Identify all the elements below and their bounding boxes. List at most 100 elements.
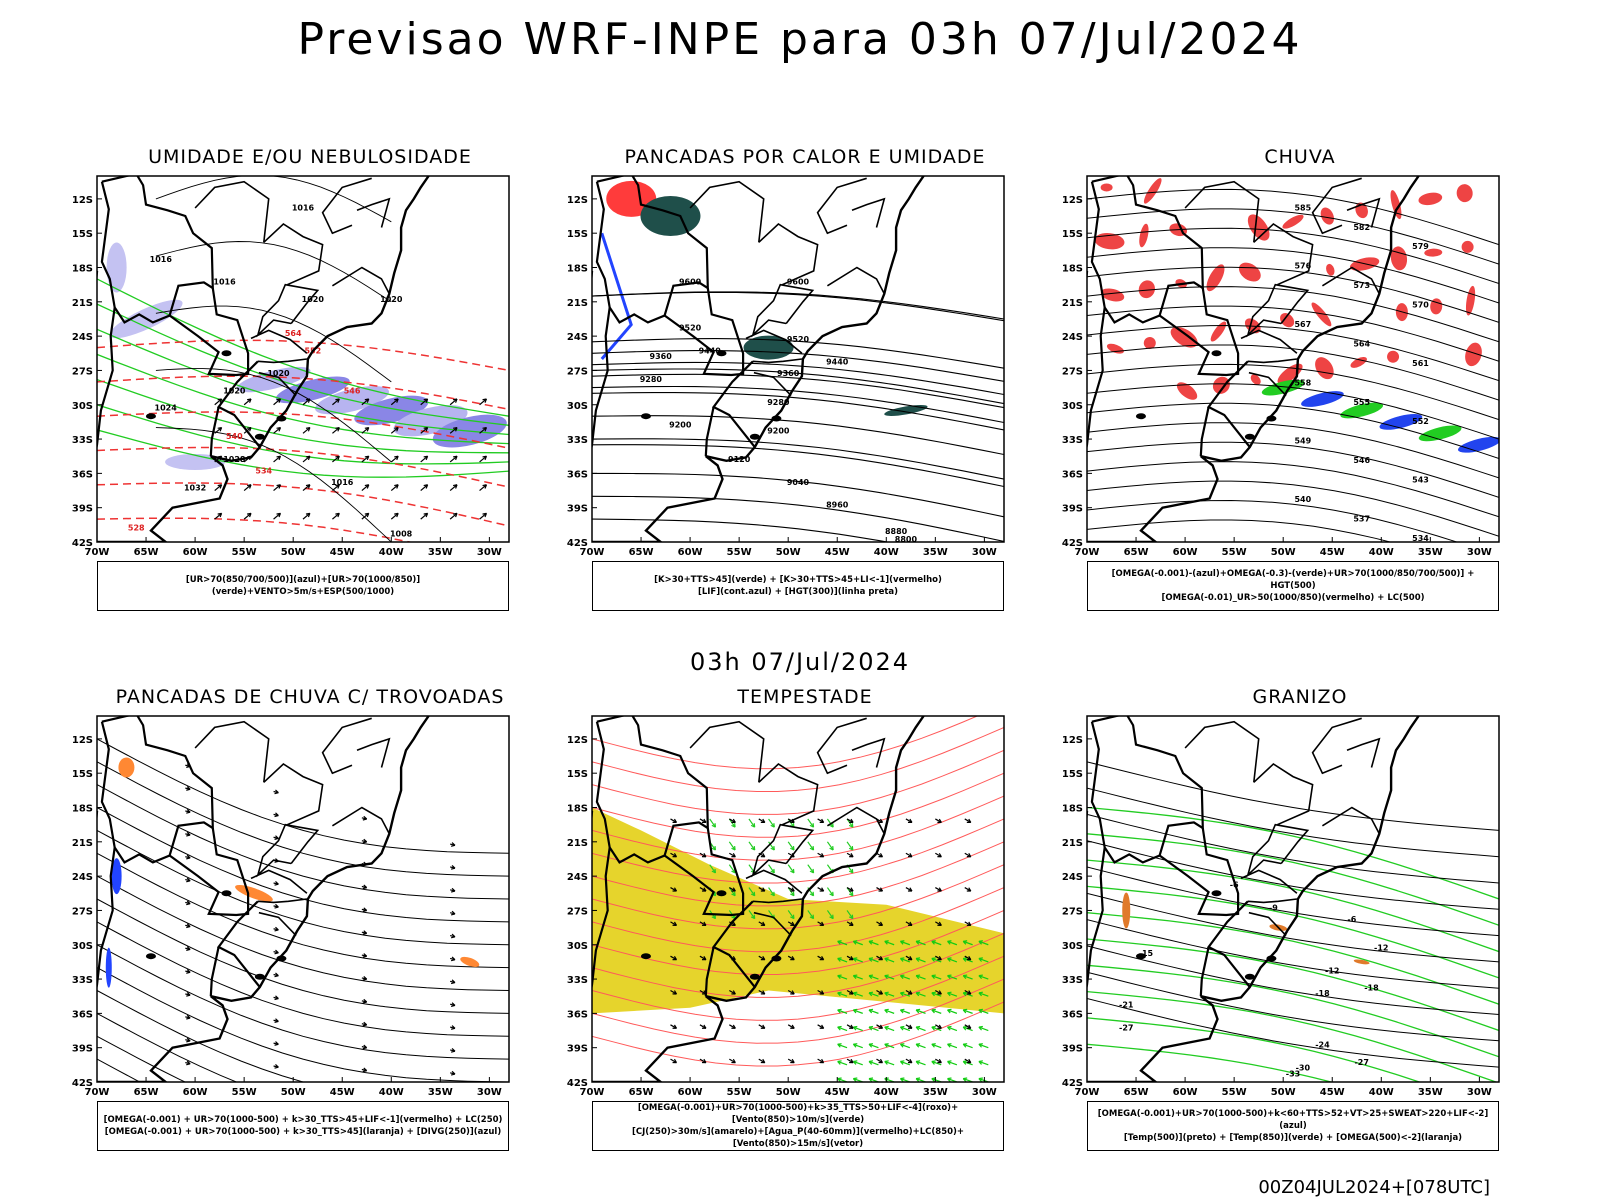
state-border xyxy=(250,329,308,354)
lake xyxy=(771,955,782,962)
divergence-area xyxy=(105,947,112,988)
omega-area xyxy=(1353,959,1370,965)
lat-label: 30S xyxy=(1062,941,1083,952)
pressure-contour xyxy=(155,241,392,303)
wind-vector-850 xyxy=(947,940,958,946)
lon-label: 40W xyxy=(874,547,899,558)
map-basemap xyxy=(592,716,925,1082)
streamline xyxy=(97,761,509,877)
legend-line: [OMEGA(-0.001)-(azul)+OMEGA(-0.3)-(verde… xyxy=(1111,569,1475,591)
lat-label: 27S xyxy=(1062,366,1083,377)
lon-label: 50W xyxy=(1271,1087,1296,1098)
wind-vector-850 xyxy=(978,957,989,963)
lake xyxy=(749,433,760,440)
map-frame xyxy=(96,175,510,543)
rain-area xyxy=(1280,313,1295,328)
hgt500-contour xyxy=(1087,363,1499,421)
lon-label: 55W xyxy=(1222,547,1247,558)
instability-area-green xyxy=(640,196,701,237)
hgt500-contour xyxy=(1087,344,1499,401)
wind-vector-850 xyxy=(931,1060,942,1066)
lon-label: 30W xyxy=(477,547,502,558)
rain-area xyxy=(1176,382,1198,400)
wind-vector-850 xyxy=(846,887,854,897)
lon-label: 70W xyxy=(580,547,605,558)
lon-label: 30W xyxy=(1467,547,1492,558)
wind-vector-850 xyxy=(915,1060,926,1066)
run-info-footer: 00Z04JUL2024+[078UTC] xyxy=(1258,1177,1490,1198)
lon-label: 35W xyxy=(923,1087,948,1098)
lat-label: 24S xyxy=(72,872,93,883)
hgt300-contour xyxy=(592,495,1004,542)
wind-vector xyxy=(479,398,487,406)
country-border xyxy=(663,287,745,377)
divergence-area xyxy=(111,858,122,895)
wind-vector xyxy=(273,427,281,434)
contour-label: 540 xyxy=(1294,495,1311,504)
wind-vector xyxy=(390,484,399,491)
state-border xyxy=(816,717,867,775)
wind-vector-850 xyxy=(807,864,815,874)
wind-vector-850 xyxy=(884,1060,895,1066)
streamline xyxy=(97,921,509,1037)
lat-label: 24S xyxy=(1062,872,1083,883)
rain-area xyxy=(1390,246,1408,271)
wind-vector-850 xyxy=(884,1043,895,1049)
state-border xyxy=(331,266,391,295)
rain-area xyxy=(1311,302,1332,327)
humidity-contour xyxy=(97,278,509,417)
panel-title: CHUVA xyxy=(1264,146,1336,168)
lat-label: 12S xyxy=(567,735,588,746)
wind-vector-850 xyxy=(947,957,958,963)
lon-label: 65W xyxy=(134,1087,159,1098)
humidity-band xyxy=(236,366,311,393)
temp500-contour xyxy=(1087,892,1499,963)
map-frame xyxy=(1086,175,1500,543)
wind-vector-850 xyxy=(709,818,716,828)
country-border xyxy=(592,307,611,451)
state-border xyxy=(758,222,819,286)
contour-label: -12 xyxy=(1325,966,1339,975)
instability-area-orange xyxy=(460,956,480,967)
state-border xyxy=(752,358,802,364)
lon-label: 30W xyxy=(477,1087,502,1098)
country-border xyxy=(1090,716,1204,864)
map-basemap xyxy=(1087,716,1420,1082)
rain-area xyxy=(1143,336,1156,349)
temp500-contour xyxy=(1087,787,1499,858)
state-border xyxy=(257,358,307,364)
lat-label: 18S xyxy=(72,264,93,275)
wind-vector-850 xyxy=(787,910,795,919)
streamline-850 xyxy=(592,795,1004,861)
humidity-contour xyxy=(97,328,509,436)
lake xyxy=(221,350,232,357)
lat-label: 39S xyxy=(567,504,588,515)
lon-label: 40W xyxy=(1369,1087,1394,1098)
jet-area xyxy=(592,807,1004,1014)
wind-vector xyxy=(449,455,458,463)
lake xyxy=(1244,433,1255,440)
wind-vector-850 xyxy=(947,992,958,997)
wind-vector xyxy=(390,512,399,520)
lon-label: 55W xyxy=(232,547,257,558)
country-border xyxy=(209,946,220,997)
country-border xyxy=(1158,827,1240,917)
wind-vector xyxy=(479,427,487,434)
contour-label: 528 xyxy=(128,524,145,533)
lat-label: 12S xyxy=(1062,735,1083,746)
lat-label: 27S xyxy=(1062,906,1083,917)
hgt300-contour xyxy=(592,385,1004,424)
hgt500-contour xyxy=(1087,422,1499,479)
contour-label: 9040 xyxy=(787,478,810,487)
wind-vector xyxy=(361,427,370,434)
state-border xyxy=(745,329,803,354)
state-border xyxy=(753,911,792,937)
wind-vector-850 xyxy=(837,975,848,980)
wind-vector xyxy=(390,398,399,406)
state-border xyxy=(1184,720,1260,783)
omega-area xyxy=(1340,402,1384,419)
wind-vector-850 xyxy=(768,864,775,874)
contour-label: -27 xyxy=(1119,1024,1133,1033)
rain-area xyxy=(1320,207,1334,225)
